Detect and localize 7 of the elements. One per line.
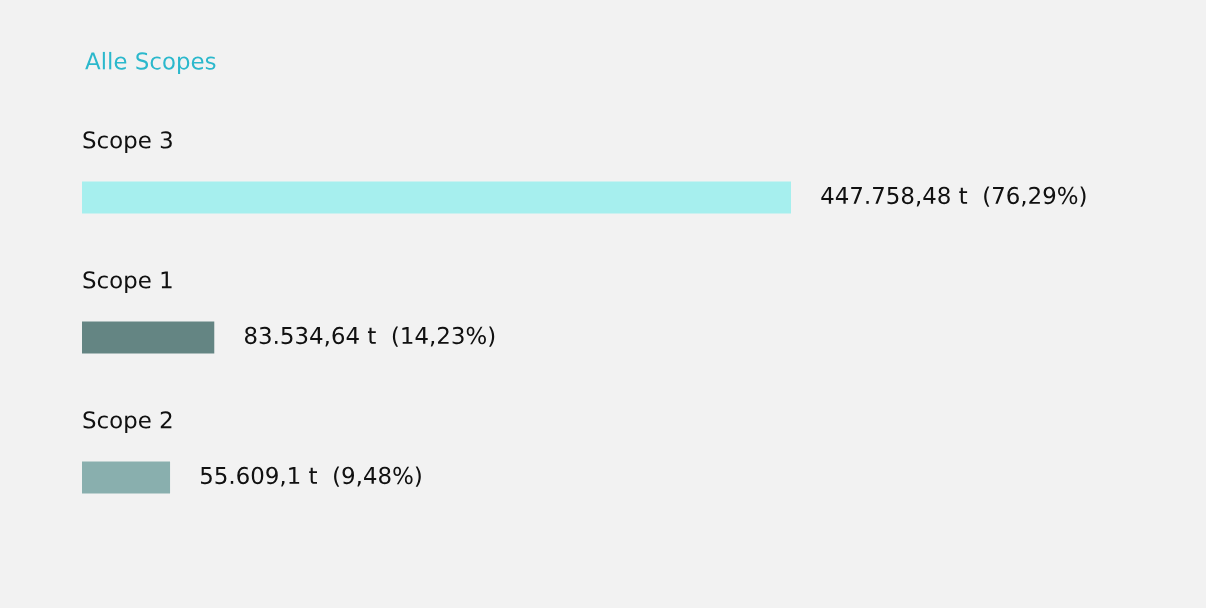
data-label: 55.609,1 t (9,48%) xyxy=(200,466,421,487)
y-tick-label: Scope 1 xyxy=(83,271,172,294)
data-label: 83.534,64 t (14,23%) xyxy=(244,326,495,347)
y-tick-label: Scope 3 xyxy=(83,131,172,154)
y-tick-label: Scope 2 xyxy=(83,411,172,434)
chart-title: Alle Scopes xyxy=(85,51,216,75)
data-label: 447.758,48 t (76,29%) xyxy=(821,186,1086,207)
